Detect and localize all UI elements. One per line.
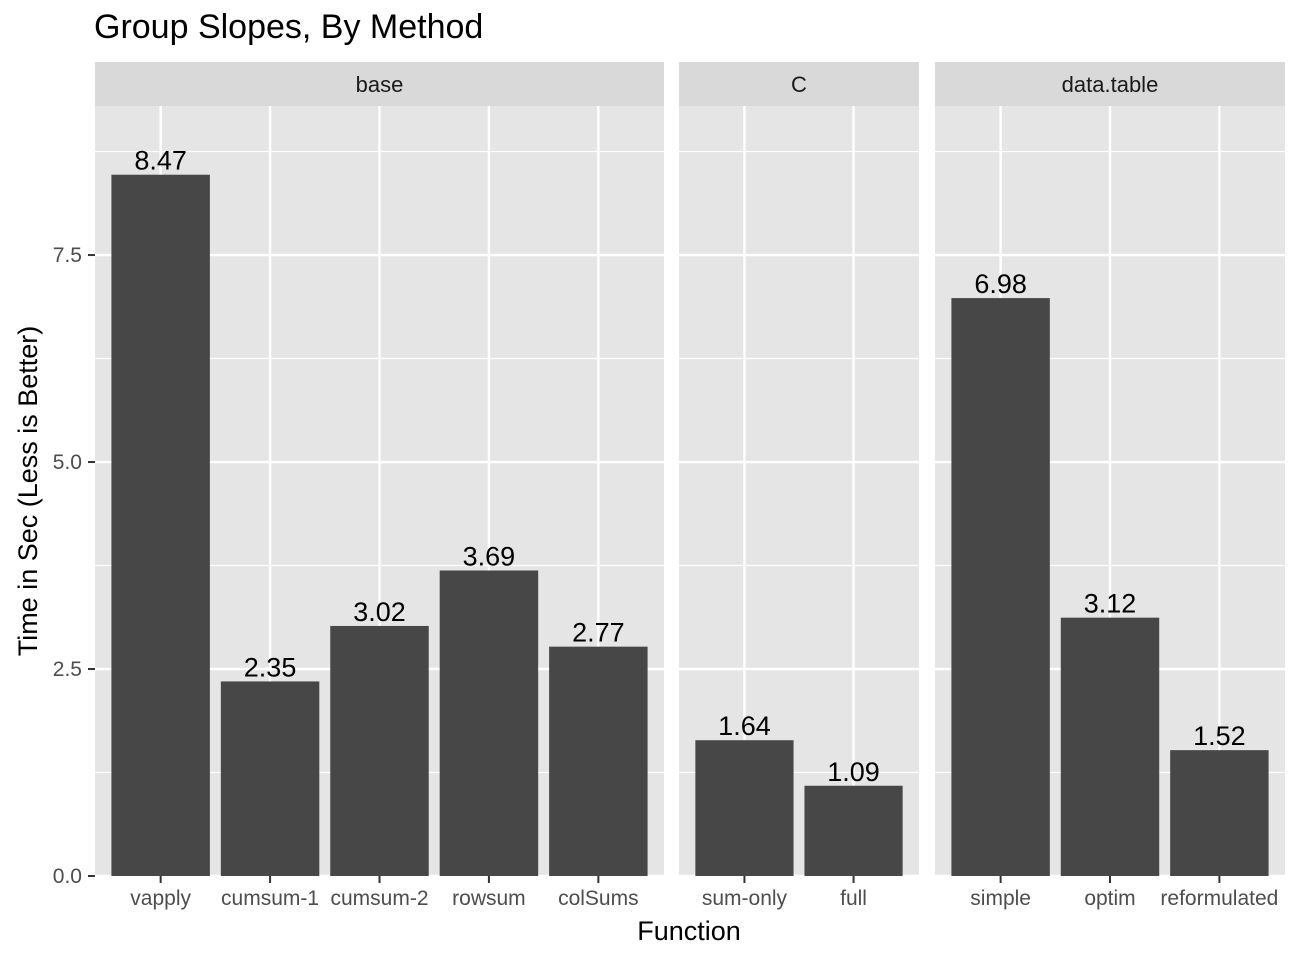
data-label-optim: 3.12 — [1084, 589, 1137, 619]
data-label-vapply: 8.47 — [134, 146, 187, 176]
x-tick-label-cumsum-2: cumsum-2 — [330, 887, 428, 910]
facet-strip — [935, 62, 1285, 106]
bar-colSums — [549, 646, 648, 876]
bar-optim — [1060, 617, 1160, 876]
bar-sum-only — [695, 740, 794, 876]
facet-strip-label: C — [791, 72, 807, 97]
facet-panel-data-table: data.table 6.98 simple 3.12 optim 1.52 reformu… — [935, 62, 1285, 910]
facet-strip-label: base — [356, 72, 404, 97]
bar-cumsum-2 — [330, 625, 429, 876]
facet-strip-label: data.table — [1062, 72, 1159, 97]
data-label-cumsum-2: 3.02 — [353, 597, 406, 627]
facet-strip — [95, 62, 664, 106]
y-tick-label: 0.0 — [53, 865, 82, 888]
x-tick-label-colSums: colSums — [558, 887, 639, 910]
chart-title: Group Slopes, By Method — [94, 8, 483, 46]
bar-full — [804, 785, 903, 876]
facet-panels: base 8.47 vapply 2.35 cumsum-1 3.02 cumsum-2 3.… — [95, 62, 1285, 910]
data-label-reformulated: 1.52 — [1193, 721, 1246, 751]
facet-panel-base: base 8.47 vapply 2.35 cumsum-1 3.02 cumsum-2 3.… — [95, 62, 664, 910]
data-label-simple: 6.98 — [974, 269, 1027, 299]
bar-reformulated — [1170, 750, 1269, 876]
data-label-colSums: 2.77 — [572, 618, 625, 648]
bar-rowsum — [439, 570, 539, 876]
x-tick-label-vapply: vapply — [130, 887, 191, 910]
y-axis: 0.0 2.5 5.0 7.5 — [53, 244, 95, 888]
y-tick-label: 7.5 — [53, 244, 82, 267]
x-tick-label-rowsum: rowsum — [452, 887, 526, 910]
x-tick-label-simple: simple — [970, 887, 1031, 910]
data-label-full: 1.09 — [827, 757, 880, 787]
x-tick-label-full: full — [840, 887, 867, 910]
bar-cumsum-1 — [220, 681, 320, 876]
data-label-rowsum: 3.69 — [463, 541, 516, 571]
y-tick-label: 2.5 — [53, 658, 82, 681]
x-tick-label-optim: optim — [1084, 887, 1135, 910]
y-axis-title: Time in Sec (Less is Better) — [13, 326, 43, 657]
bar-vapply — [111, 174, 210, 876]
x-tick-label-sum-only: sum-only — [702, 887, 788, 910]
bar-simple — [951, 298, 1050, 876]
data-label-cumsum-1: 2.35 — [244, 652, 297, 682]
facet-panel-C: C 1.64 sum-only 1.09 full — [679, 62, 919, 910]
x-tick-label-reformulated: reformulated — [1160, 887, 1278, 910]
y-tick-label: 5.0 — [53, 451, 82, 474]
data-label-sum-only: 1.64 — [718, 711, 771, 741]
x-tick-label-cumsum-1: cumsum-1 — [221, 887, 319, 910]
facet-strip — [679, 62, 919, 106]
x-axis-title: Function — [637, 916, 741, 946]
